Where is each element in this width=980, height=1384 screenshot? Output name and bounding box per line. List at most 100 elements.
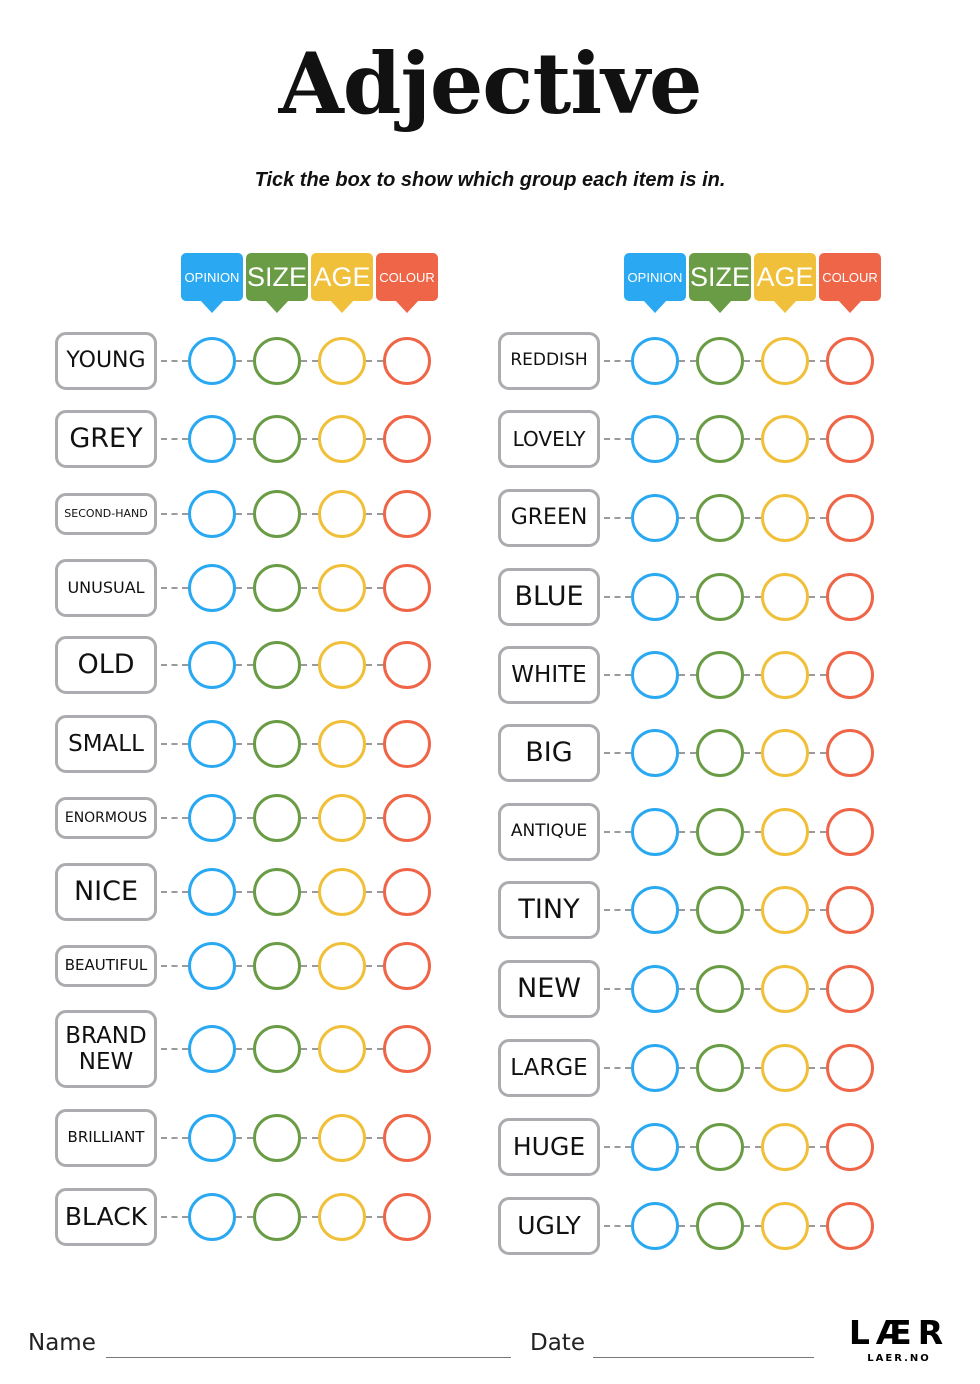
tick-circle-colour[interactable] xyxy=(383,641,431,689)
tick-circle-age[interactable] xyxy=(761,1044,809,1092)
name-input-line[interactable] xyxy=(106,1357,511,1358)
tick-circle-age[interactable] xyxy=(318,490,366,538)
tick-circle-age[interactable] xyxy=(318,641,366,689)
tick-circle-opinion[interactable] xyxy=(631,965,679,1013)
tick-circle-opinion[interactable] xyxy=(188,1193,236,1241)
tick-circle-opinion[interactable] xyxy=(188,720,236,768)
tick-circle-colour[interactable] xyxy=(826,415,874,463)
tick-circle-age[interactable] xyxy=(318,794,366,842)
tick-circle-age[interactable] xyxy=(318,564,366,612)
tick-circle-age[interactable] xyxy=(761,573,809,621)
tick-circle-colour[interactable] xyxy=(826,494,874,542)
tick-circle-size[interactable] xyxy=(696,1202,744,1250)
tick-circle-age[interactable] xyxy=(761,415,809,463)
tick-circle-opinion[interactable] xyxy=(188,1025,236,1073)
tick-circle-age[interactable] xyxy=(761,965,809,1013)
tick-circle-age[interactable] xyxy=(761,337,809,385)
tick-circle-size[interactable] xyxy=(696,965,744,1013)
tick-circle-size[interactable] xyxy=(253,1193,301,1241)
tick-circle-colour[interactable] xyxy=(826,1044,874,1092)
tick-circle-age[interactable] xyxy=(318,415,366,463)
tick-circle-size[interactable] xyxy=(253,490,301,538)
tick-circle-opinion[interactable] xyxy=(631,729,679,777)
tick-circle-opinion[interactable] xyxy=(631,494,679,542)
tick-circle-age[interactable] xyxy=(318,337,366,385)
tick-circle-age[interactable] xyxy=(318,1025,366,1073)
tick-circle-colour[interactable] xyxy=(383,1193,431,1241)
tick-circle-colour[interactable] xyxy=(826,337,874,385)
tick-circle-size[interactable] xyxy=(696,886,744,934)
tick-circle-size[interactable] xyxy=(253,1114,301,1162)
tick-circle-opinion[interactable] xyxy=(188,641,236,689)
tick-circle-colour[interactable] xyxy=(383,1025,431,1073)
tick-circle-opinion[interactable] xyxy=(631,808,679,856)
tick-circle-colour[interactable] xyxy=(383,490,431,538)
tick-circle-colour[interactable] xyxy=(826,886,874,934)
tick-circle-opinion[interactable] xyxy=(188,337,236,385)
tick-circle-age[interactable] xyxy=(318,1114,366,1162)
tick-circle-opinion[interactable] xyxy=(631,651,679,699)
tick-circle-size[interactable] xyxy=(696,1044,744,1092)
tick-circle-size[interactable] xyxy=(253,794,301,842)
tick-circle-age[interactable] xyxy=(318,942,366,990)
tick-circle-size[interactable] xyxy=(253,1025,301,1073)
tick-circle-colour[interactable] xyxy=(826,573,874,621)
tick-circle-size[interactable] xyxy=(696,1123,744,1171)
tick-circle-colour[interactable] xyxy=(383,794,431,842)
tick-circle-opinion[interactable] xyxy=(631,337,679,385)
connector-line xyxy=(366,1216,383,1218)
tick-circle-size[interactable] xyxy=(253,641,301,689)
tick-circle-age[interactable] xyxy=(761,494,809,542)
tick-circle-size[interactable] xyxy=(696,651,744,699)
tick-circle-age[interactable] xyxy=(761,729,809,777)
tick-circle-age[interactable] xyxy=(761,886,809,934)
tick-circle-size[interactable] xyxy=(696,808,744,856)
tick-circle-opinion[interactable] xyxy=(631,1202,679,1250)
tick-circle-colour[interactable] xyxy=(383,564,431,612)
tick-circle-colour[interactable] xyxy=(383,337,431,385)
tick-circle-size[interactable] xyxy=(696,415,744,463)
tick-circle-opinion[interactable] xyxy=(188,794,236,842)
tick-circle-size[interactable] xyxy=(696,729,744,777)
tick-circle-opinion[interactable] xyxy=(188,415,236,463)
tick-circle-colour[interactable] xyxy=(826,729,874,777)
tick-circle-size[interactable] xyxy=(253,564,301,612)
tick-circle-size[interactable] xyxy=(696,337,744,385)
tick-circle-opinion[interactable] xyxy=(188,490,236,538)
tick-circle-age[interactable] xyxy=(761,808,809,856)
tick-circle-size[interactable] xyxy=(696,494,744,542)
tick-circle-age[interactable] xyxy=(761,1202,809,1250)
date-input-line[interactable] xyxy=(593,1357,814,1358)
tick-circle-opinion[interactable] xyxy=(188,942,236,990)
tick-circle-colour[interactable] xyxy=(383,942,431,990)
tick-circle-colour[interactable] xyxy=(826,651,874,699)
tick-circle-colour[interactable] xyxy=(383,720,431,768)
tick-circle-colour[interactable] xyxy=(383,868,431,916)
tick-circle-age[interactable] xyxy=(318,868,366,916)
tick-circle-age[interactable] xyxy=(761,651,809,699)
tick-circle-size[interactable] xyxy=(253,942,301,990)
tick-circle-opinion[interactable] xyxy=(631,573,679,621)
tick-circle-colour[interactable] xyxy=(826,1202,874,1250)
tick-circle-colour[interactable] xyxy=(826,1123,874,1171)
tick-circle-colour[interactable] xyxy=(383,1114,431,1162)
tick-circle-opinion[interactable] xyxy=(631,886,679,934)
tick-circle-size[interactable] xyxy=(253,337,301,385)
tick-circle-colour[interactable] xyxy=(826,965,874,1013)
tick-circle-opinion[interactable] xyxy=(631,1044,679,1092)
tick-circle-opinion[interactable] xyxy=(631,415,679,463)
tick-circle-colour[interactable] xyxy=(826,808,874,856)
tick-circle-colour[interactable] xyxy=(383,415,431,463)
tick-circle-size[interactable] xyxy=(253,868,301,916)
tick-circle-opinion[interactable] xyxy=(188,868,236,916)
tick-circle-size[interactable] xyxy=(696,573,744,621)
tick-circle-size[interactable] xyxy=(253,720,301,768)
tick-circle-opinion[interactable] xyxy=(188,1114,236,1162)
tick-circle-age[interactable] xyxy=(318,720,366,768)
adjective-word-box: SMALL xyxy=(55,715,157,773)
tick-circle-age[interactable] xyxy=(318,1193,366,1241)
tick-circle-opinion[interactable] xyxy=(188,564,236,612)
tick-circle-size[interactable] xyxy=(253,415,301,463)
tick-circle-opinion[interactable] xyxy=(631,1123,679,1171)
tick-circle-age[interactable] xyxy=(761,1123,809,1171)
